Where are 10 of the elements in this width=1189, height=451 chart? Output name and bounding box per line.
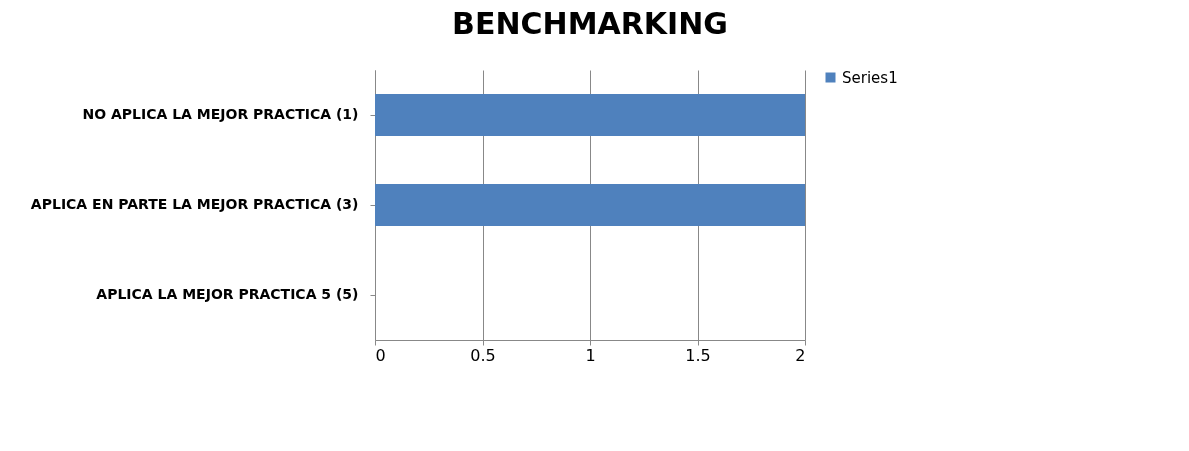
y-tick-label: NO APLICA LA MEJOR PRACTICA (1) <box>82 106 359 122</box>
x-tick-label: 1.5 <box>685 345 711 365</box>
x-tick-label: 0.5 <box>470 345 496 365</box>
x-tick-label: 1 <box>585 345 596 365</box>
legend-label: Series1 <box>842 68 898 87</box>
x-tick-label: 2 <box>795 345 806 365</box>
y-tick-label: APLICA EN PARTE LA MEJOR PRACTICA (3) <box>30 196 359 212</box>
chart-title: BENCHMARKING <box>452 6 728 41</box>
x-tick-label: 0 <box>375 345 386 365</box>
y-tick-label: APLICA LA MEJOR PRACTICA 5 (5) <box>96 286 359 302</box>
